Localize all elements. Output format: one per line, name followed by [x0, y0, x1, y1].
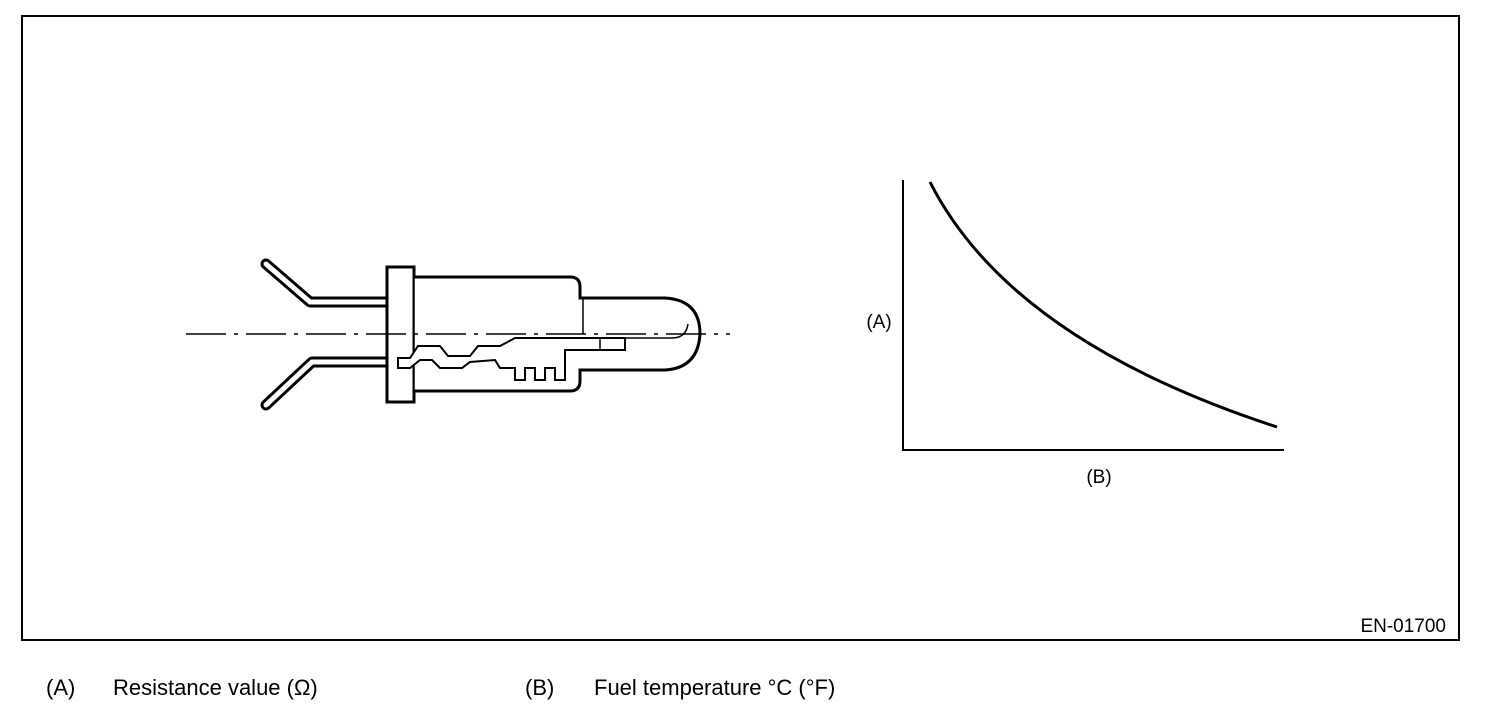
figure-frame — [21, 15, 1460, 641]
y-axis-label: (A) — [866, 312, 891, 333]
characteristic-graph: (A) (B) — [866, 180, 1284, 488]
x-axis-label: (B) — [1086, 467, 1111, 488]
legend-text: Fuel temperature °C (°F) — [594, 675, 835, 700]
figure-code: EN-01700 — [1360, 616, 1446, 637]
legend-key: (A) — [46, 675, 75, 700]
legend-text: Resistance value (Ω) — [113, 675, 318, 700]
legend-key: (B) — [525, 675, 554, 700]
sensor-drawing — [186, 258, 730, 411]
resistance-curve — [928, 181, 1278, 429]
